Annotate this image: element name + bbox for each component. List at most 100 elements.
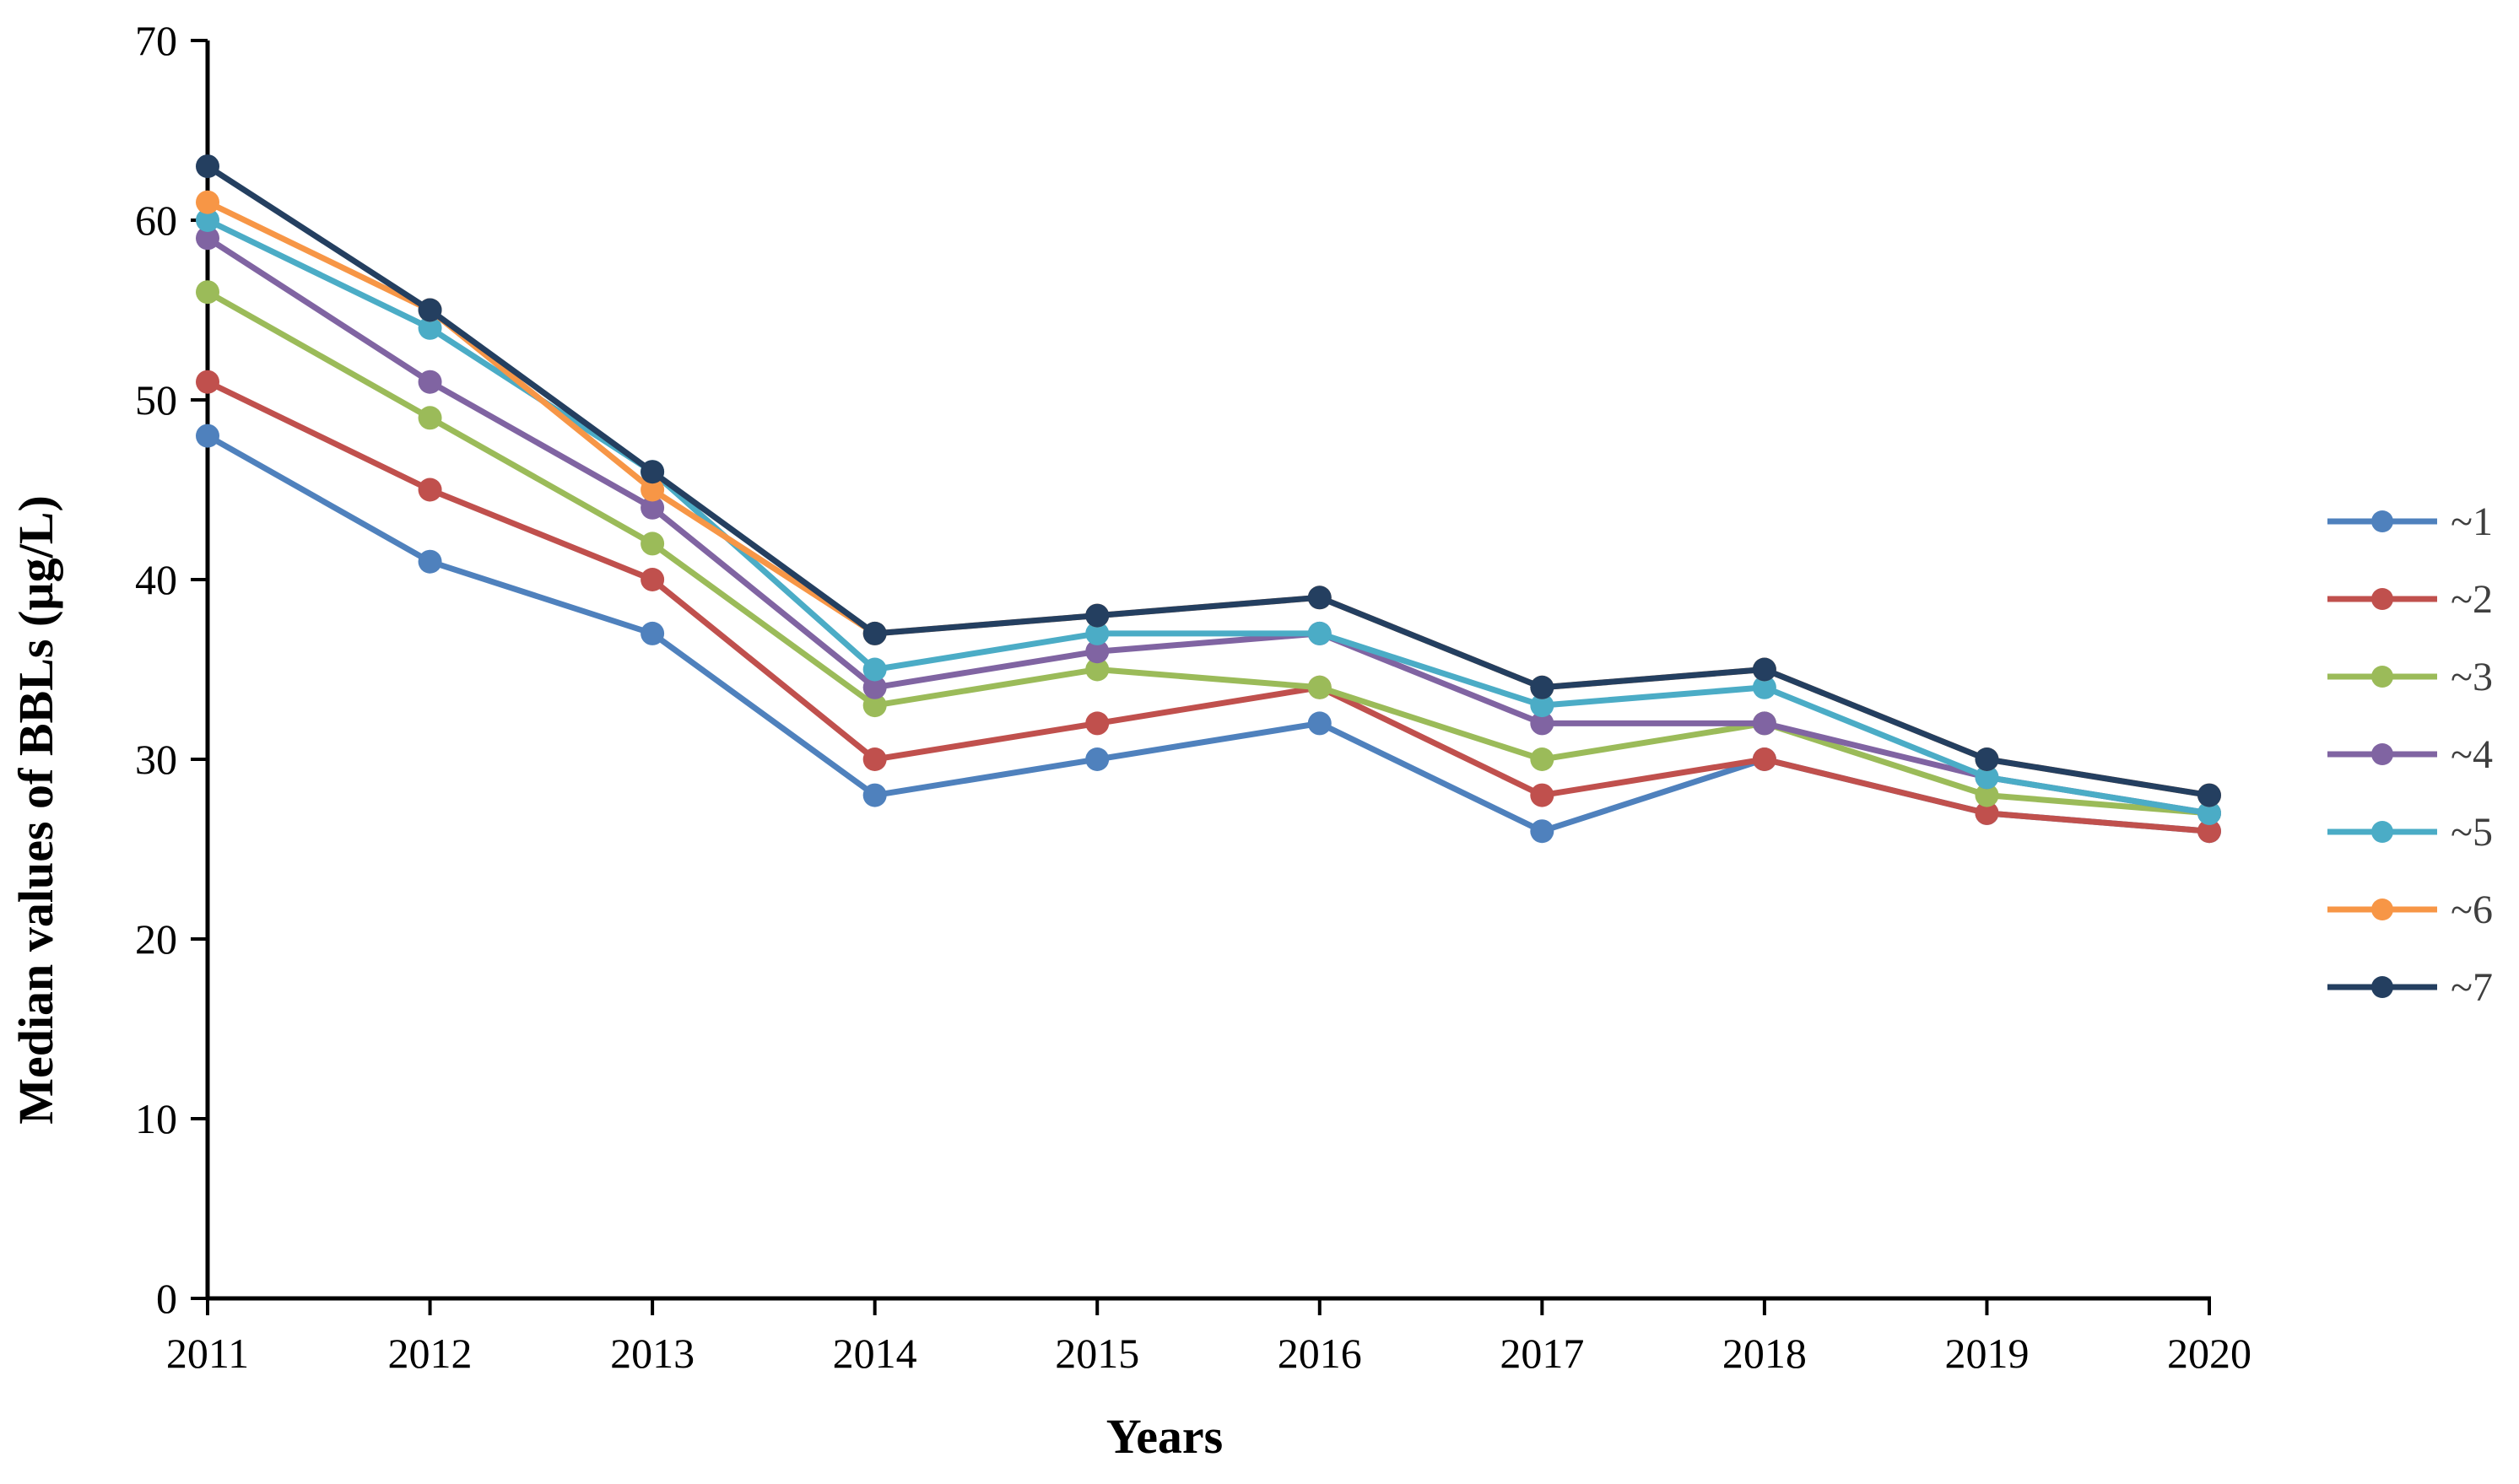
data-point-marker — [196, 154, 219, 179]
x-tick-label: 2015 — [1055, 1330, 1139, 1377]
data-point-marker — [196, 208, 219, 232]
legend-label: ~1 — [2451, 499, 2493, 544]
data-point-marker — [1975, 801, 1999, 825]
data-point-marker — [1530, 747, 1554, 771]
legend-marker — [2371, 743, 2393, 765]
data-point-marker — [862, 747, 887, 771]
legend-entry-7: ~7 — [2327, 965, 2493, 1010]
data-point-marker — [418, 370, 442, 394]
legend-marker — [2371, 976, 2393, 998]
data-point-marker — [641, 568, 665, 591]
data-point-marker — [1085, 657, 1110, 682]
data-point-marker — [196, 280, 219, 305]
legend-entry-4: ~4 — [2327, 732, 2493, 777]
series-2 — [196, 370, 2221, 844]
x-tick-label: 2013 — [610, 1330, 695, 1377]
y-axis-title: Median values of BBLs (µg/L) — [8, 495, 63, 1125]
series-line — [204, 379, 2213, 834]
legend-entry-6: ~6 — [2327, 888, 2493, 932]
series-6 — [196, 190, 2221, 807]
y-tick-label: 40 — [135, 556, 177, 603]
y-tick-label: 20 — [135, 915, 177, 963]
legend-label: ~5 — [2451, 810, 2493, 855]
data-point-marker — [862, 783, 887, 807]
series-7 — [196, 154, 2221, 807]
data-point-marker — [862, 693, 887, 718]
data-point-marker — [196, 226, 219, 251]
y-tick-label: 30 — [135, 736, 177, 783]
legend-marker — [2371, 666, 2393, 688]
data-point-marker — [1752, 657, 1776, 682]
legend-entry-1: ~1 — [2327, 499, 2493, 544]
data-point-marker — [862, 621, 887, 645]
series-line — [204, 235, 2213, 817]
y-tick-label: 0 — [156, 1275, 177, 1322]
data-point-marker — [1307, 586, 1332, 610]
legend-marker — [2371, 588, 2393, 610]
data-point-marker — [641, 532, 665, 556]
data-point-marker — [1752, 675, 1776, 699]
y-tick-label: 10 — [135, 1095, 177, 1142]
data-point-marker — [2197, 819, 2221, 844]
data-point-marker — [196, 190, 219, 214]
legend-label: ~7 — [2451, 965, 2493, 1010]
x-axis-title: Years — [1106, 1409, 1224, 1464]
data-point-marker — [1530, 711, 1554, 736]
data-point-marker — [1752, 747, 1776, 771]
data-point-marker — [1530, 783, 1554, 807]
legend-entry-3: ~3 — [2327, 655, 2493, 699]
data-point-marker — [196, 424, 219, 448]
data-point-marker — [862, 657, 887, 682]
legend-entry-2: ~2 — [2327, 577, 2493, 622]
series-layer — [196, 154, 2221, 844]
data-point-marker — [641, 460, 665, 484]
legend-label: ~4 — [2451, 732, 2493, 777]
x-tick-label: 2014 — [833, 1330, 917, 1377]
legend-entry-5: ~5 — [2327, 810, 2493, 855]
data-point-marker — [418, 298, 442, 322]
y-tick-label: 70 — [135, 17, 177, 64]
x-tick-label: 2019 — [1944, 1330, 2029, 1377]
plot-area: 0 10 20 30 40 50 60 70 2011 2012 2013 2014 2015 2016 2… — [135, 17, 2251, 1377]
legend-marker — [2371, 898, 2393, 920]
data-point-marker — [1752, 711, 1776, 736]
data-point-marker — [418, 549, 442, 574]
x-tick-label: 2011 — [166, 1330, 249, 1377]
data-point-marker — [1975, 783, 1999, 807]
data-point-marker — [1307, 621, 1332, 645]
x-tick-label: 2020 — [2167, 1330, 2251, 1377]
legend-label: ~3 — [2451, 655, 2493, 699]
data-point-marker — [1085, 711, 1110, 736]
data-point-marker — [1530, 819, 1554, 844]
x-tick-label: 2017 — [1500, 1330, 1584, 1377]
x-tick-label: 2016 — [1278, 1330, 1362, 1377]
data-point-marker — [641, 621, 665, 645]
data-point-marker — [1085, 621, 1110, 645]
legend-label: ~2 — [2451, 577, 2493, 622]
data-point-marker — [1530, 693, 1554, 718]
y-tick-label: 60 — [135, 197, 177, 244]
data-point-marker — [1530, 675, 1554, 699]
series-line — [204, 217, 2213, 817]
data-point-marker — [418, 316, 442, 340]
data-point-marker — [862, 675, 887, 699]
data-point-marker — [418, 406, 442, 430]
data-point-marker — [641, 495, 665, 520]
data-point-marker — [418, 478, 442, 502]
series-line — [204, 163, 2213, 799]
x-tick-label: 2012 — [388, 1330, 473, 1377]
data-point-marker — [2197, 783, 2221, 807]
data-point-marker — [1307, 711, 1332, 736]
series-4 — [196, 226, 2221, 825]
y-tick-label: 50 — [135, 376, 177, 424]
data-point-marker — [1307, 675, 1332, 699]
legend-marker — [2371, 821, 2393, 843]
data-point-marker — [1975, 747, 1999, 771]
data-point-marker — [1085, 747, 1110, 771]
data-point-marker — [1085, 603, 1110, 628]
legend: ~1 ~2 ~3 ~4 ~5 ~6 ~7 — [2327, 499, 2493, 1010]
data-point-marker — [1975, 765, 1999, 790]
legend-label: ~6 — [2451, 888, 2493, 932]
data-point-marker — [641, 478, 665, 502]
